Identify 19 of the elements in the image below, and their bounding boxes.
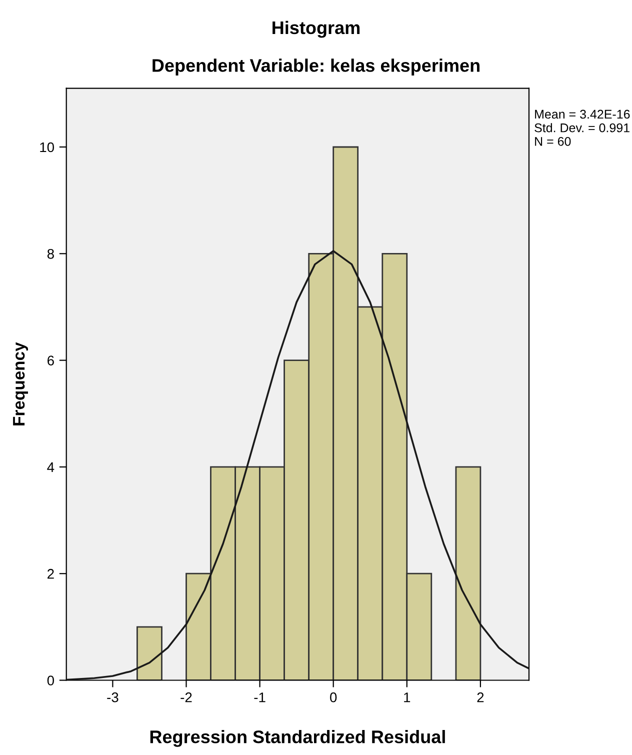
x-tick-label: 1 xyxy=(404,692,410,702)
y-tick-label: 2 xyxy=(48,568,54,579)
x-axis-title: Regression Standardized Residual xyxy=(150,730,445,747)
x-tick-label: 2 xyxy=(477,692,484,702)
y-tick-label: 4 xyxy=(47,462,54,472)
text: Mean = 3.42E-16 xyxy=(535,110,630,119)
text: N = 60 xyxy=(535,136,571,146)
x-tick-label: -1 xyxy=(254,692,266,702)
x-tick-label: -2 xyxy=(180,692,192,702)
y-tick-label: 6 xyxy=(48,356,54,366)
y-tick-label: 0 xyxy=(47,676,54,686)
chart-subtitle: Dependent Variable: kelas eksperimen xyxy=(152,58,480,76)
y-axis-title: Frequency xyxy=(13,342,28,426)
chart-title: Histogram xyxy=(272,20,360,38)
x-tick-label: 0 xyxy=(330,692,337,702)
x-tick-label: -3 xyxy=(107,692,118,702)
y-tick-label: 8 xyxy=(47,248,54,259)
text: Std. Dev. = 0.991 xyxy=(534,123,630,132)
y-tick-label: 10 xyxy=(40,142,54,152)
